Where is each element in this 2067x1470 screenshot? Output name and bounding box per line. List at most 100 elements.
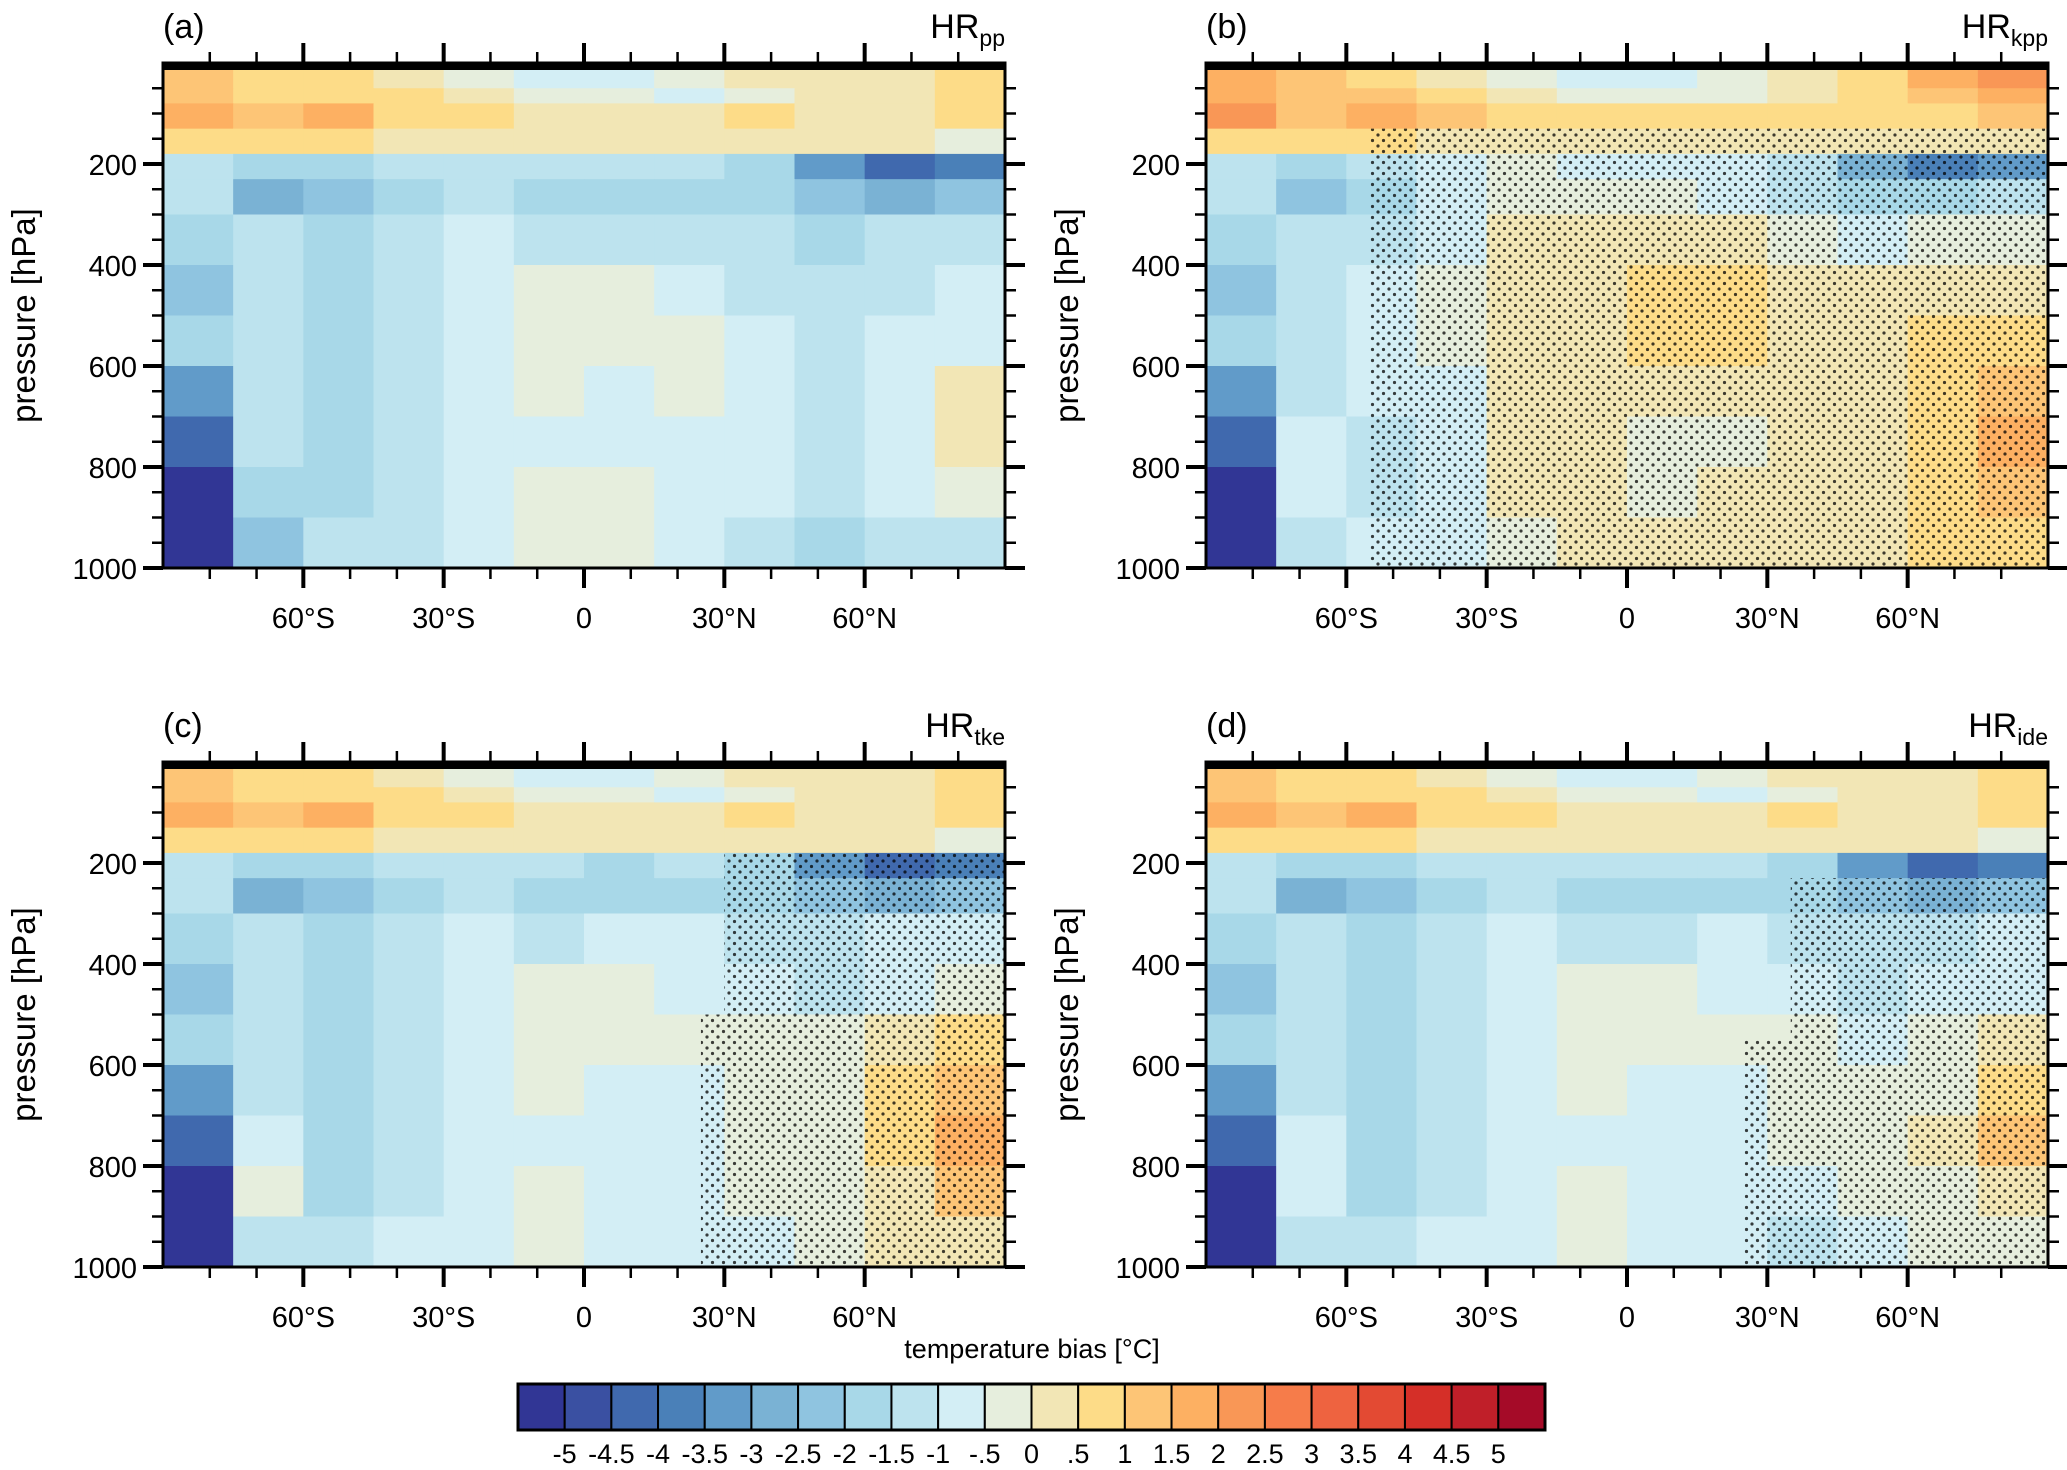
heatmap-cell bbox=[1837, 103, 1909, 130]
heatmap-cell bbox=[584, 852, 655, 879]
heatmap-cell bbox=[1206, 366, 1277, 418]
heatmap-cell bbox=[1276, 366, 1347, 418]
colorbar-swatch bbox=[937, 1383, 986, 1431]
heatmap-cell bbox=[1767, 787, 1839, 803]
colorbar-swatch bbox=[890, 1383, 940, 1431]
colorbar-tick-label: -5 bbox=[553, 1439, 577, 1465]
heatmap-cell bbox=[1206, 787, 1277, 803]
heatmap-cell bbox=[584, 179, 655, 216]
heatmap-cell bbox=[1206, 517, 1277, 569]
colorbar-tick-label: -4.5 bbox=[588, 1439, 635, 1465]
colorbar-tick-label: 1 bbox=[1117, 1439, 1132, 1465]
colorbar-tick-label: 0 bbox=[1024, 1439, 1039, 1465]
heatmap-cell bbox=[1416, 1115, 1488, 1167]
heatmap-cell bbox=[794, 802, 866, 829]
heatmap-cell bbox=[233, 878, 304, 915]
heatmap-cell bbox=[1276, 416, 1347, 468]
heatmap-cell bbox=[163, 964, 234, 1016]
y-axis-label: pressure [hPa] bbox=[1048, 907, 1085, 1122]
heatmap-cell bbox=[1206, 153, 1277, 180]
heatmap-cell bbox=[1276, 128, 1347, 155]
y-tick-label: 600 bbox=[1132, 1051, 1180, 1083]
x-tick-label: 0 bbox=[1619, 603, 1635, 635]
heatmap-cell bbox=[443, 214, 515, 266]
heatmap-cell bbox=[1556, 913, 1628, 965]
panel-a: 60°S 30°S 0 30°N 60°N 200 400 600 800 1000 pressur… bbox=[5, 8, 1025, 635]
heatmap-cell bbox=[1697, 88, 1768, 104]
heatmap-cell bbox=[1276, 1166, 1347, 1218]
heatmap-cell bbox=[233, 852, 304, 879]
heatmap-cell bbox=[934, 416, 1006, 468]
heatmap-cell bbox=[443, 787, 515, 803]
colorbar-swatch bbox=[1357, 1383, 1406, 1431]
heatmap-cell bbox=[1627, 802, 1698, 829]
heatmap-cell bbox=[864, 88, 936, 104]
heatmap-cell bbox=[724, 103, 796, 130]
heatmap-cell bbox=[443, 517, 515, 569]
heatmap-cell bbox=[233, 467, 304, 519]
heatmap-cell bbox=[1486, 88, 1558, 104]
heatmap-cell bbox=[1697, 827, 1768, 854]
heatmap-cell bbox=[724, 128, 796, 155]
heatmap-cell bbox=[373, 1166, 445, 1218]
heatmap-cell bbox=[1977, 88, 2049, 104]
heatmap-cell bbox=[373, 852, 445, 879]
heatmap-cell bbox=[233, 1166, 304, 1218]
heatmap-cell bbox=[864, 179, 936, 216]
y-tick-label: 400 bbox=[1132, 950, 1180, 982]
colorbar-tick-label: -3 bbox=[739, 1439, 763, 1465]
heatmap-cell bbox=[1206, 315, 1277, 367]
heatmap-cell bbox=[1556, 1014, 1628, 1066]
panel-b: 60°S 30°S 0 30°N 60°N 200 400 600 800 1000 pressur… bbox=[1048, 8, 2067, 635]
heatmap-cell bbox=[584, 265, 655, 317]
heatmap-cell bbox=[233, 1014, 304, 1066]
heatmap-cell bbox=[1346, 878, 1418, 915]
heatmap-cell bbox=[584, 1166, 655, 1218]
colorbar: temperature bias [°C] -5 -4.5 -4 -3.5 -3 -2.5… bbox=[516, 1334, 1547, 1469]
colorbar-swatch bbox=[797, 1383, 846, 1431]
heatmap-cell bbox=[1627, 1065, 1698, 1117]
heatmap-cell bbox=[794, 265, 866, 317]
colorbar-swatch bbox=[1403, 1383, 1453, 1431]
heatmap-cell bbox=[513, 1166, 585, 1218]
heatmap-cell bbox=[163, 128, 234, 155]
heatmap-cell bbox=[654, 517, 725, 569]
heatmap-cell bbox=[443, 1014, 515, 1066]
heatmap-cell bbox=[794, 103, 866, 130]
y-tick-label: 1000 bbox=[72, 1253, 137, 1285]
x-tick-label: 60°S bbox=[272, 603, 335, 635]
colorbar-swatch bbox=[657, 1383, 706, 1431]
heatmap-cell bbox=[934, 153, 1006, 180]
x-tick-label: 30°S bbox=[412, 1302, 475, 1334]
heatmap-cell bbox=[443, 153, 515, 180]
heatmap-cell bbox=[513, 315, 585, 367]
heatmap-cell bbox=[934, 827, 1006, 854]
heatmap-cell bbox=[934, 265, 1006, 317]
heatmap-cell bbox=[1416, 88, 1488, 104]
y-tick-label: 800 bbox=[1132, 1152, 1180, 1184]
heatmap-cell bbox=[303, 964, 375, 1016]
colorbar-swatch bbox=[1123, 1383, 1173, 1431]
heatmap-cell bbox=[443, 878, 515, 915]
heatmap-cell bbox=[233, 827, 304, 854]
heatmap-cell bbox=[513, 964, 585, 1016]
heatmap-cell bbox=[233, 1216, 304, 1268]
colorbar-tick-label: 1.5 bbox=[1153, 1439, 1191, 1465]
heatmap-cell bbox=[1276, 179, 1347, 216]
heatmap-cell bbox=[724, 802, 796, 829]
heatmap-cell bbox=[584, 214, 655, 266]
heatmap-cell bbox=[373, 913, 445, 965]
heatmap-cell bbox=[443, 913, 515, 965]
heatmap-cell bbox=[934, 128, 1006, 155]
x-tick-label: 0 bbox=[1619, 1302, 1635, 1334]
heatmap-cell bbox=[373, 878, 445, 915]
y-tick-label: 800 bbox=[89, 1152, 137, 1184]
heatmap-cell bbox=[163, 153, 234, 180]
heatmap-cell bbox=[864, 214, 936, 266]
heatmap-cell bbox=[233, 179, 304, 216]
heatmap-cell bbox=[1276, 913, 1347, 965]
panel-label: (c) bbox=[163, 707, 203, 745]
heatmap-cell bbox=[1556, 852, 1628, 879]
heatmap-cell bbox=[163, 366, 234, 418]
